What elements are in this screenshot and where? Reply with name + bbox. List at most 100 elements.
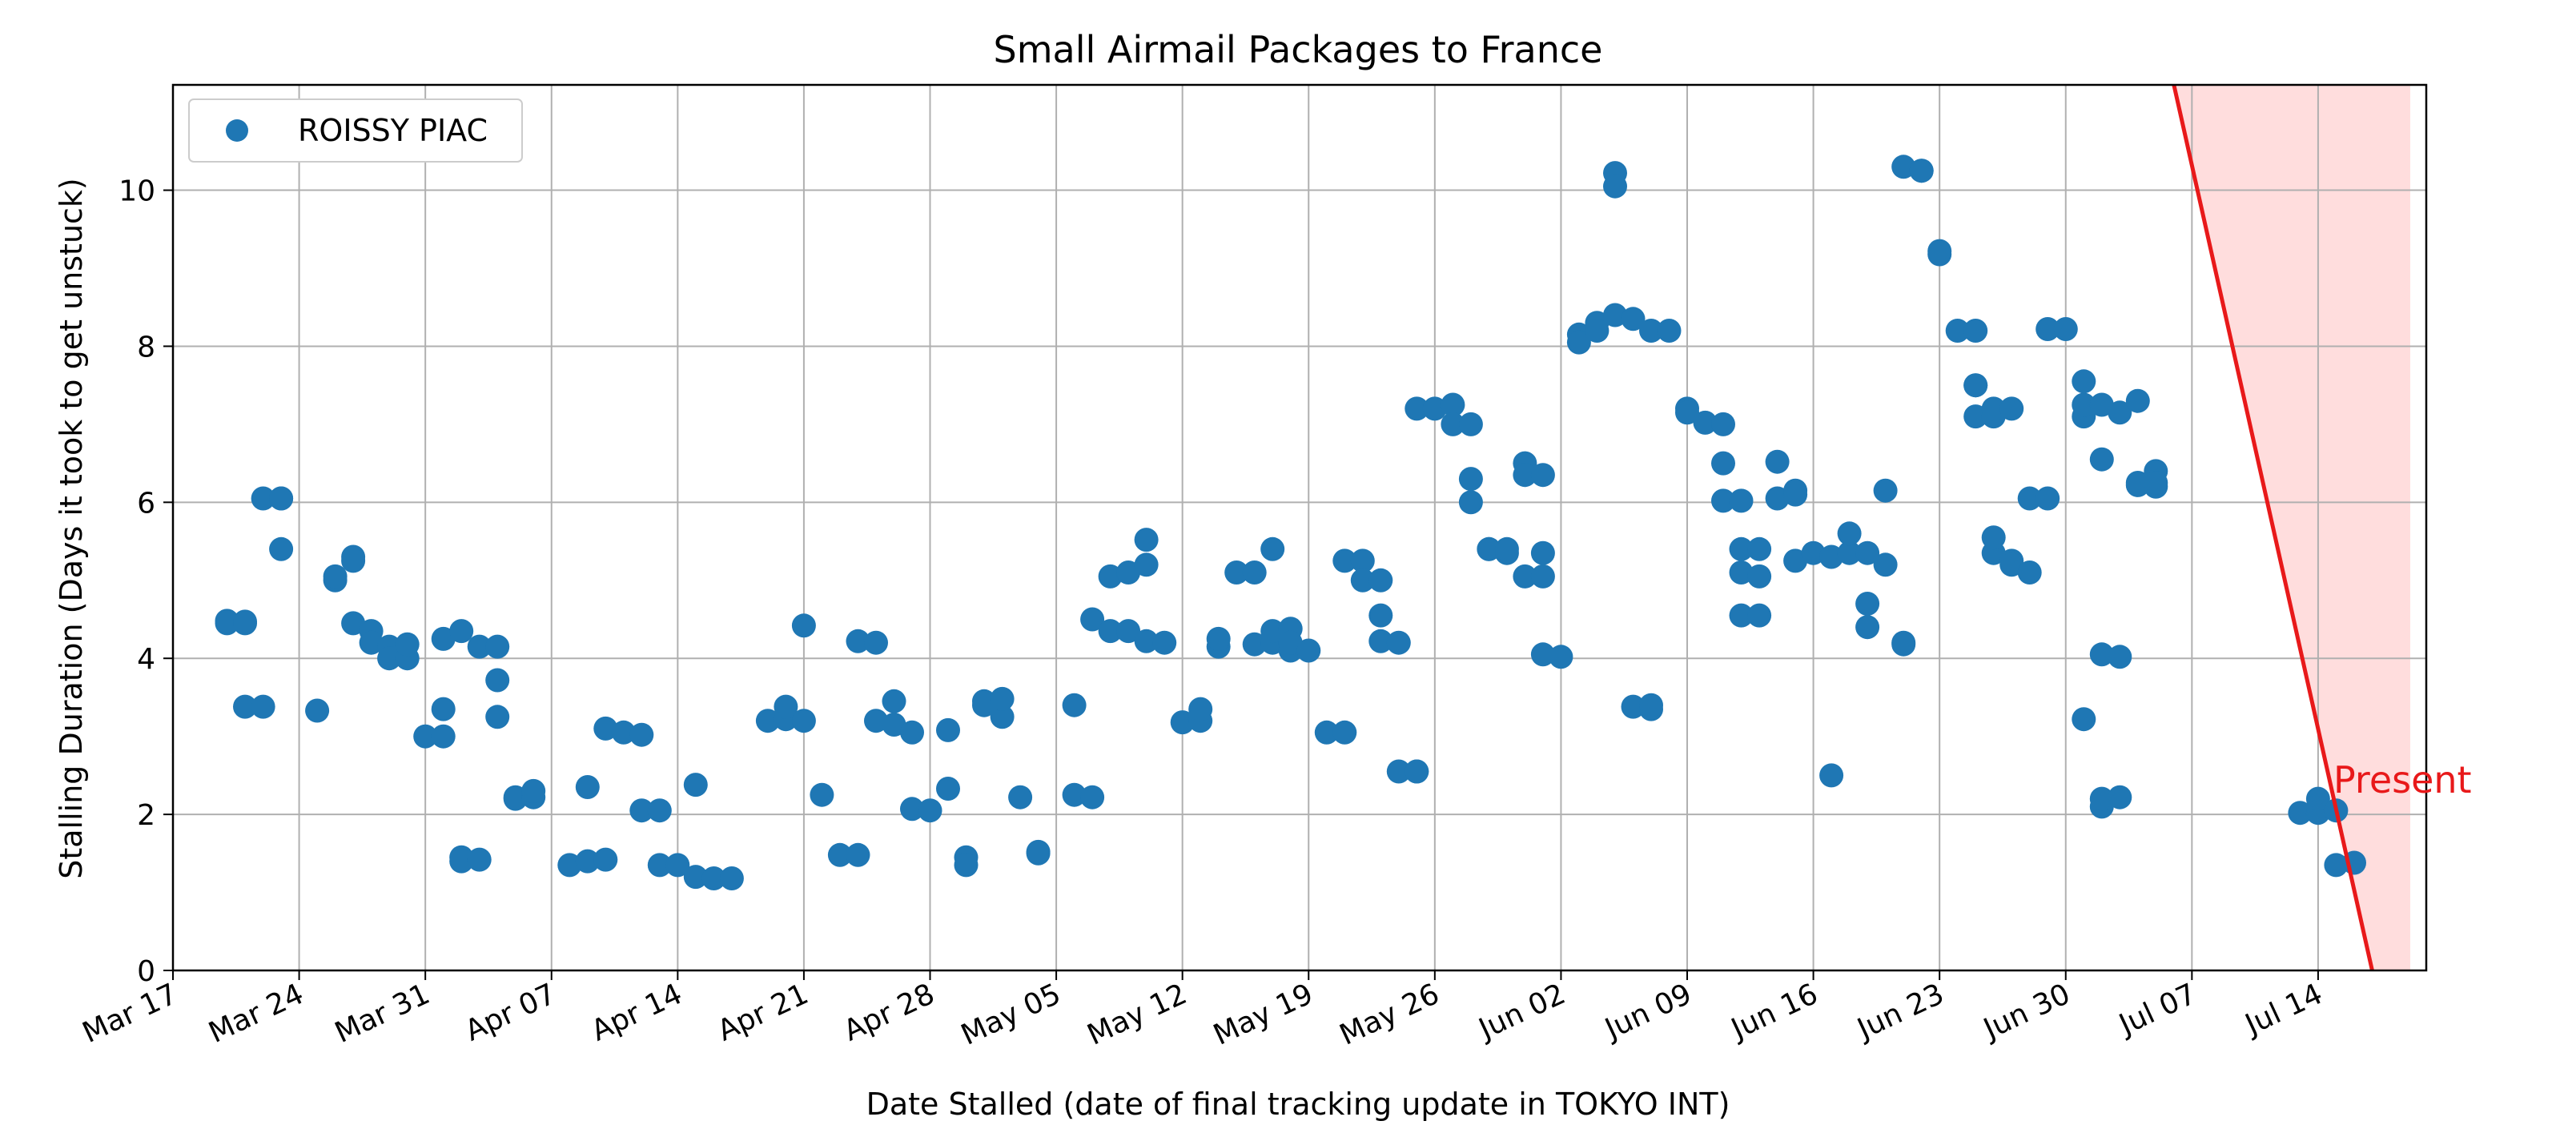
- data-point: [2089, 447, 2114, 472]
- data-point: [2017, 486, 2042, 511]
- data-point: [701, 866, 726, 890]
- data-point: [846, 842, 870, 867]
- data-point: [2089, 786, 2114, 811]
- data-point: [2108, 400, 2132, 425]
- data-point: [1963, 373, 1988, 398]
- data-point: [521, 778, 546, 803]
- data-point: [647, 853, 672, 878]
- data-point: [1819, 544, 1844, 569]
- data-point: [269, 486, 294, 511]
- data-point: [1134, 552, 1159, 577]
- data-point: [629, 798, 654, 823]
- present-shade-layer: [2173, 85, 2410, 970]
- x-tick-label: May 12: [1083, 978, 1192, 1052]
- data-point: [846, 629, 870, 653]
- data-point: [1458, 467, 1483, 492]
- data-point: [215, 609, 239, 633]
- data-point: [1891, 155, 1916, 179]
- data-point: [1999, 552, 2024, 577]
- data-point: [2072, 707, 2096, 732]
- data-point: [1260, 619, 1285, 644]
- data-point: [2089, 392, 2114, 417]
- x-tick-label: Jun 30: [1978, 978, 2076, 1047]
- data-point: [1639, 319, 1663, 343]
- data-point: [1368, 629, 1393, 653]
- data-point: [1963, 404, 1988, 429]
- data-point: [1855, 592, 1880, 616]
- data-point: [1530, 463, 1555, 488]
- data-point: [1332, 720, 1357, 745]
- data-point: [1296, 638, 1321, 663]
- data-point: [647, 798, 672, 823]
- data-point: [1260, 536, 1285, 561]
- data-point: [1963, 319, 1988, 343]
- data-point: [1729, 603, 1754, 628]
- data-point: [1945, 319, 1970, 343]
- data-point: [882, 689, 906, 713]
- y-axis-ticks: 0 2 4 6 8 10: [119, 175, 173, 988]
- x-tick-label: Mar 24: [204, 978, 309, 1050]
- data-point: [1765, 449, 1790, 474]
- data-point: [1116, 560, 1141, 585]
- data-point: [233, 609, 257, 634]
- data-point: [1747, 564, 1772, 589]
- data-point: [1458, 490, 1483, 515]
- data-point: [593, 847, 618, 872]
- data-point: [611, 720, 636, 745]
- data-point: [2035, 486, 2060, 511]
- data-point: [2035, 317, 2060, 341]
- data-point: [413, 724, 438, 749]
- x-tick-label: Jul 14: [2239, 978, 2327, 1043]
- data-point: [1566, 330, 1591, 355]
- data-point: [1981, 525, 2006, 550]
- data-point: [1711, 451, 1735, 476]
- data-point: [575, 849, 600, 874]
- data-point: [1405, 396, 1429, 421]
- data-point: [1711, 412, 1735, 436]
- data-point: [2125, 388, 2150, 413]
- data-point: [2108, 785, 2132, 810]
- chart-title: Small Airmail Packages to France: [994, 28, 1603, 71]
- x-tick-label: Apr 21: [713, 978, 814, 1048]
- data-point: [1873, 552, 1898, 577]
- data-point: [1639, 693, 1663, 717]
- x-tick-label: May 05: [956, 978, 1066, 1052]
- data-point: [269, 536, 294, 561]
- data-point: [1819, 763, 1844, 788]
- data-point: [1603, 174, 1627, 199]
- data-point: [990, 705, 1015, 729]
- data-point: [1458, 412, 1483, 436]
- data-point: [1332, 548, 1357, 573]
- data-point: [1530, 564, 1555, 589]
- x-tick-label: May 26: [1335, 978, 1445, 1052]
- data-point: [1837, 521, 1862, 546]
- data-point: [431, 724, 456, 749]
- data-point: [864, 630, 888, 655]
- data-point: [1062, 782, 1087, 807]
- data-point: [1513, 564, 1537, 589]
- data-point: [1603, 303, 1627, 327]
- data-point: [1152, 630, 1177, 655]
- data-point: [900, 720, 924, 745]
- data-point: [1783, 548, 1808, 573]
- data-point: [900, 797, 924, 822]
- data-point: [683, 865, 708, 890]
- data-point: [1621, 694, 1646, 719]
- data-point: [1855, 615, 1880, 640]
- data-point: [1278, 630, 1303, 655]
- data-point: [2072, 369, 2096, 394]
- data-point: [1314, 720, 1339, 745]
- data-point: [251, 694, 275, 719]
- data-point: [1080, 785, 1105, 810]
- data-point: [1477, 536, 1501, 561]
- data-point: [1026, 841, 1051, 866]
- data-point: [485, 668, 510, 693]
- data-point: [791, 613, 816, 638]
- data-point: [827, 842, 852, 867]
- data-point: [485, 705, 510, 729]
- data-point: [251, 486, 275, 511]
- data-point: [954, 853, 979, 878]
- x-tick-label: Jun 23: [1851, 978, 1949, 1047]
- data-point: [1405, 759, 1429, 784]
